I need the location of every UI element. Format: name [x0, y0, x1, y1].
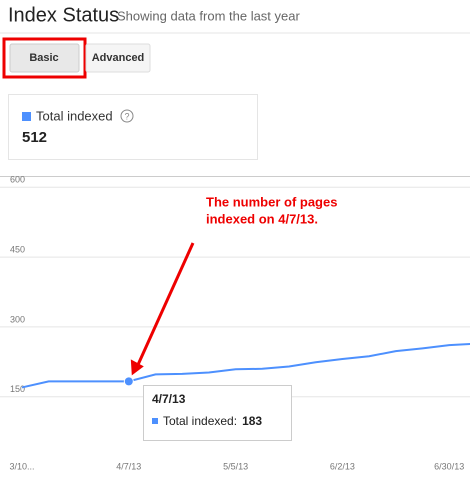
help-icon[interactable] [120, 109, 134, 123]
y-tick-label: 300 [10, 314, 25, 324]
tab-label[interactable]: Basic [29, 52, 58, 64]
y-tick-label: 450 [10, 244, 25, 254]
x-tick-label: 6/2/13 [330, 461, 355, 471]
help-mark[interactable]: ? [124, 111, 129, 121]
x-tick-label: 6/30/13 [434, 461, 464, 471]
summary-value: 512 [22, 129, 47, 146]
page-subtitle: Showing data from the last year [117, 8, 300, 23]
y-tick-label: 150 [10, 384, 25, 394]
legend-swatch [22, 112, 31, 121]
tooltip-date: 4/7/13 [152, 392, 186, 406]
x-tick-label: 4/7/13 [116, 461, 141, 471]
annotation-arrow [135, 242, 195, 368]
tooltip [143, 385, 292, 441]
summary-box [8, 94, 258, 160]
tab-label[interactable]: Advanced [92, 52, 145, 64]
data-line [21, 342, 470, 389]
x-tick-label: 3/10... [9, 461, 34, 471]
annotation: The number of pages [206, 194, 337, 209]
page-title: Index Status [8, 4, 119, 26]
chart: 150 300 450 600 3/10... 4/7/13 5/5/13 6/2/13 6/3… [0, 175, 470, 471]
highlight-point [123, 376, 134, 387]
tooltip-value: 183 [242, 414, 262, 428]
tab-button[interactable] [85, 43, 151, 73]
tooltip-swatch [152, 418, 158, 424]
annotation: indexed on 4/7/13. [206, 211, 318, 226]
tooltip-label: Total indexed: [163, 414, 237, 428]
x-tick-label: 5/5/13 [223, 461, 248, 471]
y-tick-label: 600 [10, 175, 25, 185]
summary-label: Total indexed [36, 108, 113, 123]
tab-button[interactable] [9, 43, 80, 73]
highlight-box [2, 37, 87, 79]
arrow-head [130, 359, 144, 376]
